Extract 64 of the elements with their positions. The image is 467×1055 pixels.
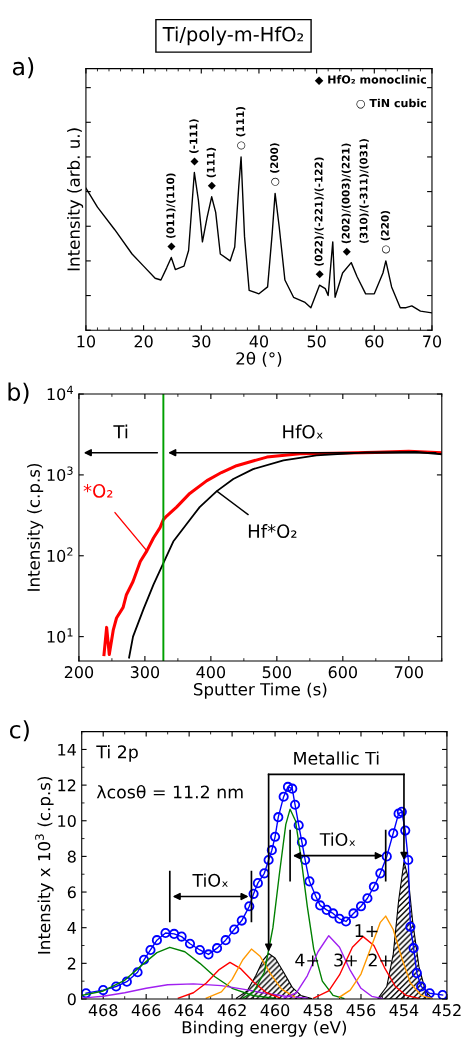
y-tick-label: 10$^{2}$ bbox=[47, 547, 73, 562]
y-tick-label: 0 bbox=[67, 993, 76, 1006]
y-tick-label: 8 bbox=[67, 850, 76, 863]
annotation: HfOₓ bbox=[283, 424, 323, 439]
text: ○ TiN cubic bbox=[356, 98, 427, 109]
text: ◆ HfO₂ monoclinic bbox=[314, 75, 427, 85]
y-tick-label: 10$^{4}$ bbox=[47, 385, 73, 401]
y-tick-label: 2 bbox=[67, 957, 76, 970]
annotation: λcosθ = 11.2 nm bbox=[96, 784, 243, 799]
text: *O₂ bbox=[83, 484, 113, 498]
x-tick-label: 10 bbox=[77, 335, 96, 348]
x-tick-label: 50 bbox=[307, 335, 326, 348]
annotation: Ti bbox=[113, 424, 128, 439]
x-tick-label: 700 bbox=[394, 666, 423, 679]
x-tick-label: 70 bbox=[423, 335, 442, 348]
x-tick-label: 462 bbox=[217, 1004, 246, 1017]
x-tick-label: 600 bbox=[328, 666, 357, 679]
x-tick-label: 466 bbox=[131, 1004, 161, 1017]
x-tick-label: 460 bbox=[260, 1004, 290, 1017]
y-tick-label: 10$^{1}$ bbox=[47, 628, 73, 643]
legend-label: Hf*O₂ bbox=[248, 524, 297, 539]
x-tick-label: 456 bbox=[346, 1004, 376, 1017]
annotation: ○ (111) bbox=[236, 106, 246, 150]
text: b) bbox=[8, 382, 29, 404]
text: a) bbox=[12, 57, 34, 79]
annotation: ◆ (202)/(003)/(221) bbox=[341, 143, 351, 256]
x-tick-label: 60 bbox=[365, 335, 384, 348]
y-tick-label: 6 bbox=[67, 886, 76, 899]
annotation: ◆ (022)/(-221)/(-122) bbox=[314, 157, 324, 279]
x-tick-label: 464 bbox=[174, 1004, 204, 1017]
annotation: ◆ (111) bbox=[206, 147, 216, 190]
x-tick-label: 468 bbox=[88, 1004, 118, 1017]
y-axis-title: Intensity (c.p.s) bbox=[27, 464, 44, 591]
x-tick-label: 40 bbox=[249, 335, 269, 348]
chart-title: Ti/poly-m-HfO₂ bbox=[162, 26, 304, 46]
annotation: (310)/(-311)/(031) bbox=[359, 139, 369, 243]
y-tick-label: 10$^{3}$ bbox=[47, 466, 73, 482]
annotation: ○ (200) bbox=[270, 143, 280, 186]
x-tick-label: 454 bbox=[389, 1004, 419, 1017]
x-tick-label: 452 bbox=[432, 1004, 461, 1017]
x-tick-label: 458 bbox=[303, 1004, 333, 1017]
annotation: Ti 2p bbox=[96, 745, 138, 762]
annotation: Metallic Ti bbox=[294, 751, 379, 765]
x-tick-label: 200 bbox=[64, 666, 94, 679]
x-tick-label: 500 bbox=[262, 666, 292, 679]
x-tick-label: 30 bbox=[192, 335, 211, 348]
annotation: ◆ (011)/(110) bbox=[166, 173, 176, 251]
annotation: ◆ (-111) bbox=[189, 119, 199, 166]
x-tick-label: 20 bbox=[134, 335, 153, 348]
x-tick-label: 400 bbox=[196, 666, 226, 679]
y-axis-title: Intensity x 10$^{3}$ (c.p.s) bbox=[35, 777, 54, 954]
y-tick-label: 4 bbox=[67, 922, 76, 934]
x-axis-title: 2θ (°) bbox=[236, 351, 282, 367]
y-tick-label: 12 bbox=[58, 779, 76, 792]
text: c) bbox=[9, 720, 29, 742]
x-axis-title: Sputter Time (s) bbox=[193, 682, 327, 699]
y-axis-title: Intensity (arb. u.) bbox=[67, 128, 84, 271]
annotation: TiOₓ bbox=[192, 873, 228, 887]
annotation: TiOₓ bbox=[319, 832, 356, 847]
annotation: ○ (220) bbox=[380, 210, 391, 254]
x-tick-label: 300 bbox=[130, 666, 160, 679]
y-tick-label: 10 bbox=[58, 814, 76, 828]
y-tick-label: 14 bbox=[58, 743, 76, 756]
x-axis-title: Binding energy (eV) bbox=[182, 1020, 347, 1037]
